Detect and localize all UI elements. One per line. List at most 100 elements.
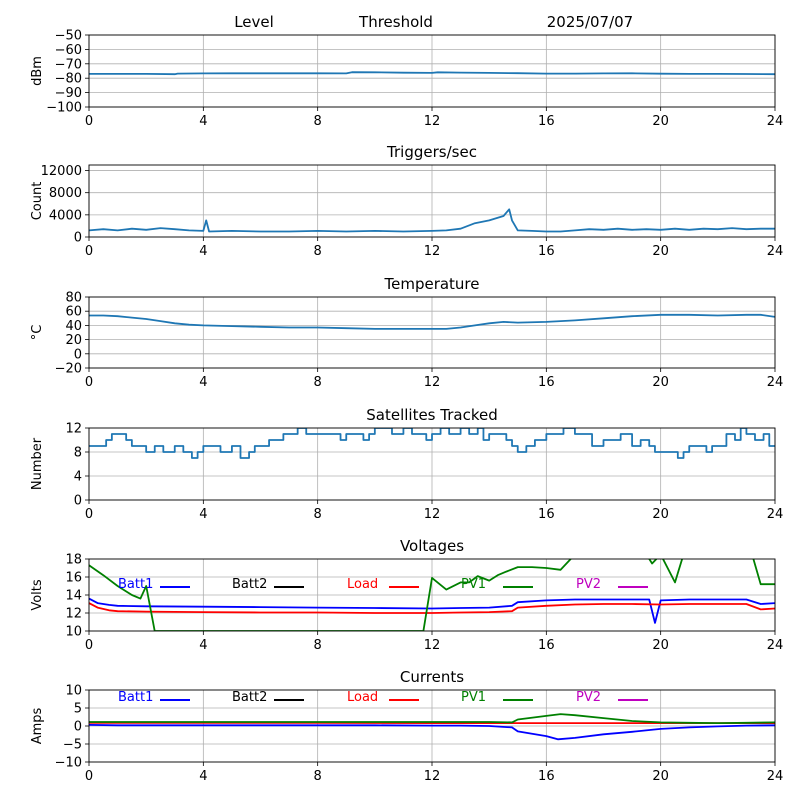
- y-tick-label: 8: [74, 446, 82, 461]
- legend-label: PV2: [576, 577, 601, 592]
- x-tick-label: 8: [314, 507, 322, 522]
- legend-entry-batt2: Batt2: [232, 690, 304, 705]
- x-tick-label: 12: [424, 638, 441, 653]
- y-tick-label: −20: [55, 362, 82, 377]
- y-tick-label: 8000: [49, 186, 82, 201]
- legend-entry-load: Load: [347, 690, 419, 705]
- chart-panel-1: 0 4 8 12 16 20 24 −100−90−80−70−60−50 dBm: [30, 29, 783, 130]
- chart-title: Satellites Tracked: [366, 406, 497, 424]
- series-group: [89, 71, 775, 76]
- chart-title: Temperature: [383, 275, 479, 293]
- series-group: [89, 713, 775, 741]
- legend-entry-pv1: PV1: [461, 690, 533, 705]
- y-tick-label: 4000: [49, 208, 82, 223]
- x-tick-label: 20: [652, 375, 669, 390]
- plot-frame: [88, 164, 776, 238]
- series-line-1: [89, 71, 775, 76]
- y-tick-label: −70: [55, 57, 82, 72]
- chart-panel-5: 0 4 8 12 16 20 24 10 12 14 16 18 Voltages Volts Batt1 B…: [30, 537, 783, 653]
- plot-frame: [88, 296, 776, 369]
- x-tick-label: 20: [652, 507, 669, 522]
- x-tick-label: 20: [652, 114, 669, 129]
- x-tick-label: 12: [424, 114, 441, 129]
- x-tick-label: 4: [199, 244, 207, 259]
- series-group: [89, 428, 775, 459]
- x-tick-label: 20: [652, 769, 669, 784]
- series-line-1: [89, 313, 775, 330]
- y-tick-label: 0: [74, 347, 82, 362]
- y-tick-label: 4: [74, 470, 82, 485]
- legend-entry-batt2: Batt2: [232, 577, 304, 592]
- y-axis-label: °C: [30, 325, 45, 341]
- y-tick-label: −50: [55, 29, 82, 44]
- x-tick-label: 8: [314, 769, 322, 784]
- plot-frame: [88, 427, 776, 501]
- x-tick-label: 24: [767, 114, 784, 129]
- legend-label: Batt1: [118, 577, 153, 592]
- legend-entry-load: Load: [347, 577, 419, 592]
- y-tick-label: 12: [65, 607, 82, 622]
- x-tick-label: 24: [767, 638, 784, 653]
- y-axis-label: Number: [30, 437, 45, 490]
- x-tick-label: 24: [767, 244, 784, 259]
- chart-panel-4: 0 4 8 12 16 20 24 0 4 8 12 Satellites Tracked Number: [30, 406, 783, 522]
- y-tick-label: 0: [74, 231, 82, 246]
- x-tick-label: 8: [314, 638, 322, 653]
- x-tick-label: 0: [85, 638, 93, 653]
- chart-title: Currents: [400, 668, 464, 686]
- x-tick-label: 4: [199, 375, 207, 390]
- x-tick-label: 16: [538, 507, 555, 522]
- x-tick-label: 12: [424, 244, 441, 259]
- x-tick-label: 0: [85, 375, 93, 390]
- x-tick-label: 12: [424, 769, 441, 784]
- y-tick-label: 20: [65, 333, 82, 348]
- series-line-1: [89, 208, 775, 233]
- x-tick-label: 0: [85, 507, 93, 522]
- y-tick-label: −80: [55, 72, 82, 87]
- x-tick-label: 12: [424, 375, 441, 390]
- series-line-batt1: [89, 724, 775, 741]
- legend-label: Batt1: [118, 690, 153, 705]
- y-tick-label: 12: [65, 422, 82, 437]
- header-level: Level: [234, 13, 274, 31]
- x-tick-label: 12: [424, 507, 441, 522]
- y-axis-label: dBm: [30, 56, 45, 86]
- x-tick-label: 24: [767, 769, 784, 784]
- x-tick-label: 20: [652, 244, 669, 259]
- x-tick-label: 4: [199, 638, 207, 653]
- legend-label: PV1: [461, 577, 486, 592]
- header-date: 2025/07/07: [547, 13, 633, 31]
- legend-label: Batt2: [232, 577, 267, 592]
- y-tick-label: 60: [65, 305, 82, 320]
- x-tick-label: 24: [767, 375, 784, 390]
- y-tick-label: 5: [74, 702, 82, 717]
- series-line-1: [89, 428, 775, 459]
- chart-panel-6: 0 4 8 12 16 20 24 −10 −5 0 5 10 Currents Amps Batt1 Bat…: [30, 668, 783, 784]
- y-axis-label: Count: [30, 182, 45, 221]
- x-tick-label: 4: [199, 114, 207, 129]
- y-tick-label: −90: [55, 86, 82, 101]
- plot-frame: [88, 689, 776, 763]
- y-tick-label: 40: [65, 319, 82, 334]
- x-tick-label: 8: [314, 114, 322, 129]
- y-tick-label: 12000: [41, 164, 82, 179]
- y-tick-label: −60: [55, 43, 82, 58]
- header-threshold: Threshold: [358, 13, 433, 31]
- y-tick-label: 10: [65, 684, 82, 699]
- series-group: [89, 559, 775, 631]
- chart-title: Voltages: [400, 537, 464, 555]
- x-tick-label: 4: [199, 507, 207, 522]
- legend-entry-batt1: Batt1: [118, 577, 190, 592]
- series-line-pv1: [89, 559, 775, 631]
- x-tick-label: 16: [538, 114, 555, 129]
- y-tick-label: 14: [65, 589, 82, 604]
- y-tick-label: 80: [65, 291, 82, 306]
- y-tick-label: 16: [65, 571, 82, 586]
- series-group: [89, 208, 775, 233]
- series-group: [89, 313, 775, 330]
- plot-frame: [88, 34, 776, 108]
- chart-title: Triggers/sec: [386, 143, 477, 161]
